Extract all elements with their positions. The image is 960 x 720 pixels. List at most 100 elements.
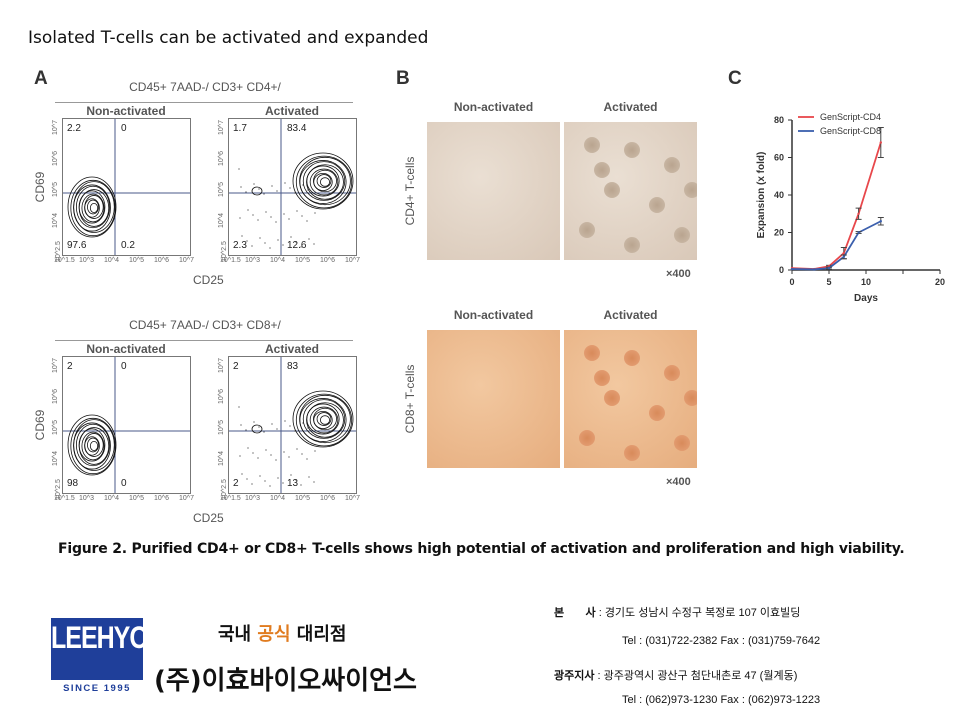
event-dot (288, 456, 290, 458)
contour-ring (295, 393, 353, 447)
micrograph-column-title: Non-activated (453, 100, 534, 114)
cell-colony (579, 430, 595, 446)
logo-since: SINCE 1995 (63, 683, 131, 694)
contour-ring (302, 161, 346, 201)
y-tick-label: 10^6 (51, 151, 59, 166)
tagline-highlight: 공식 (257, 624, 291, 645)
branch-label: 광주지사 (554, 670, 595, 682)
event-dot (264, 480, 266, 482)
event-dot (259, 237, 261, 239)
cell-colony (664, 157, 680, 173)
contour-ring (251, 186, 263, 196)
event-dot (263, 431, 265, 433)
cell-colony (649, 405, 665, 421)
data-point (842, 251, 845, 255)
y-tick-label: 0 (779, 265, 784, 275)
cell-colony (594, 162, 610, 178)
contour-ring (78, 428, 106, 462)
event-dot (289, 187, 291, 189)
contour-ring (87, 199, 99, 215)
x-tick-label: 10^6 (320, 257, 335, 264)
cell-colony (604, 182, 620, 198)
contour-ring (316, 174, 332, 188)
x-tick-label: 10^3 (245, 495, 260, 502)
cell-colony (684, 182, 697, 198)
quadrant-percentage: 2 (233, 478, 239, 489)
cd4-micrograph (427, 122, 560, 260)
contour-ring (299, 398, 347, 442)
event-dot (282, 482, 284, 484)
flow-plot: 2 0 98 0 (62, 356, 191, 494)
event-dot (269, 247, 271, 249)
event-dot (295, 241, 297, 243)
quadrant-percentage: 13 (287, 478, 299, 489)
y-tick-label: 10^7 (51, 120, 59, 135)
event-dot (240, 424, 242, 426)
company-name: (주)이효바이오싸이언스 (154, 666, 417, 696)
data-point (813, 268, 816, 271)
event-dot (263, 193, 265, 195)
y-tick-label: 10^6 (217, 151, 225, 166)
event-dot (238, 406, 240, 408)
event-dot (238, 168, 240, 170)
tagline-post: 대리점 (290, 624, 347, 645)
event-dot (302, 184, 304, 186)
event-dot (247, 209, 249, 211)
cell-colony (684, 390, 697, 406)
flow-header-divider (55, 340, 353, 341)
contour-ring (84, 436, 100, 456)
event-dot (247, 447, 249, 449)
panel-a-label: A (34, 68, 48, 89)
contour-ring (81, 431, 105, 461)
y-tick-label: 10^5 (217, 420, 225, 435)
x-tick-label: 10^6 (320, 495, 335, 502)
y-tick-label: 10^5 (51, 182, 59, 197)
event-dot (271, 185, 273, 187)
cd4-micrograph (564, 122, 697, 260)
logo-block (51, 618, 143, 680)
branch-phone: Tel : (062)973-1230 Fax : (062)973-1223 (622, 694, 821, 706)
contour-ring (295, 155, 353, 209)
event-dot (246, 240, 248, 242)
legend-label: GenScript-CD8 (820, 126, 881, 136)
contour-ring (316, 412, 332, 426)
magnification-label: ×400 (666, 476, 691, 488)
micrograph-row-label: CD4+ T-cells (403, 156, 417, 226)
event-dot (295, 479, 297, 481)
event-dot (251, 245, 253, 247)
x-tick-label: 20 (935, 277, 945, 287)
x-tick-label: 10^1.5 (54, 495, 75, 502)
event-dot (246, 478, 248, 480)
event-dot (240, 186, 242, 188)
event-dot (284, 420, 286, 422)
x-tick-label: 10^6 (154, 257, 169, 264)
event-dot (265, 449, 267, 451)
micrograph-column-title: Activated (603, 100, 658, 114)
event-dot (258, 426, 260, 428)
hq-label: 본 사 (554, 607, 596, 619)
contour-ring (306, 403, 340, 435)
contour-ring (313, 410, 333, 430)
contour-ring (292, 152, 354, 210)
event-dot (283, 451, 285, 453)
contour-ring (75, 423, 111, 467)
data-point (790, 267, 794, 271)
hq-address: 본 사 : 경기도 성남시 수정구 복정로 107 이효빌딩 (554, 604, 800, 620)
flow-header-divider (55, 102, 353, 103)
y-tick-label: 10^5 (51, 420, 59, 435)
x-tick-label: 10^4 (104, 495, 119, 502)
event-dot (258, 188, 260, 190)
x-tick-label: 10^4 (270, 495, 285, 502)
cell-colony (624, 237, 640, 253)
y-tick-label: 10^7 (217, 358, 225, 373)
quadrant-percentage: 83 (287, 361, 299, 372)
series-line-0 (791, 142, 882, 270)
official-distributor-tagline: 국내 공식 대리점 (218, 620, 346, 646)
contour-ring (70, 417, 116, 475)
event-dot (252, 214, 254, 216)
event-dot (288, 218, 290, 220)
cell-colony (584, 137, 600, 153)
cell-colony (594, 370, 610, 386)
x-tick-label: 10^5 (129, 495, 144, 502)
event-dot (312, 432, 314, 434)
